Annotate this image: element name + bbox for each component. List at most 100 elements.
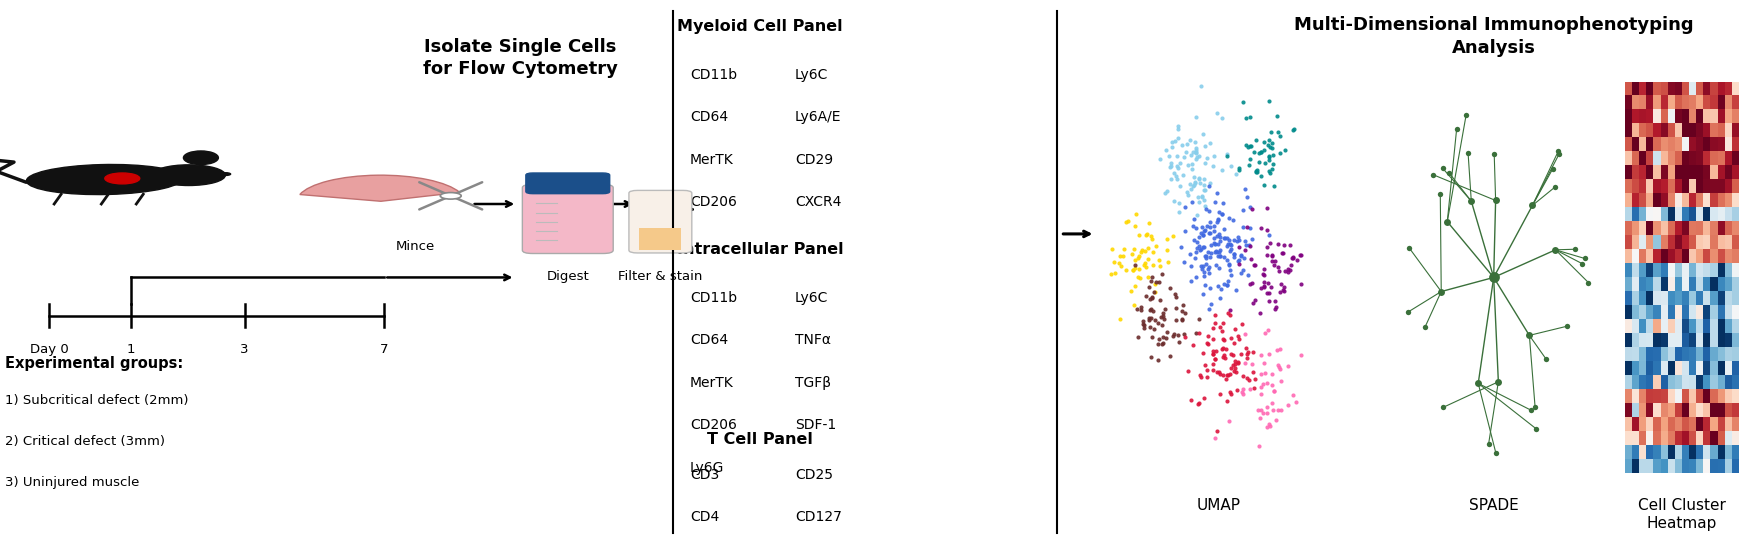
Point	[1198, 162, 1226, 171]
Point	[1251, 358, 1279, 367]
FancyBboxPatch shape	[522, 184, 613, 254]
Point	[1254, 403, 1282, 411]
Point	[1190, 394, 1218, 403]
Point	[1193, 366, 1221, 374]
Point	[1218, 271, 1246, 280]
Point	[1427, 287, 1455, 296]
Point	[1240, 261, 1268, 270]
Point	[1225, 259, 1253, 268]
Point	[1216, 247, 1244, 256]
Point	[1150, 332, 1177, 341]
Point	[1457, 197, 1485, 206]
Point	[1286, 251, 1314, 259]
Point	[1235, 240, 1263, 249]
Point	[1190, 227, 1218, 236]
Point	[1193, 373, 1221, 381]
Point	[1188, 231, 1216, 239]
Point	[1195, 207, 1223, 215]
Point	[1225, 243, 1253, 251]
Point	[1267, 365, 1295, 374]
Point	[1193, 338, 1221, 347]
Point	[1120, 265, 1148, 274]
Text: TGFβ: TGFβ	[795, 376, 832, 390]
Point	[1221, 325, 1249, 333]
Point	[1522, 424, 1550, 433]
Point	[1120, 265, 1148, 274]
Point	[1233, 143, 1261, 151]
Point	[1426, 190, 1454, 199]
Point	[1270, 282, 1298, 291]
Text: 1) Subcritical defect (2mm): 1) Subcritical defect (2mm)	[5, 394, 189, 407]
Point	[1239, 367, 1267, 376]
Point	[1186, 370, 1214, 379]
Point	[1190, 231, 1218, 239]
Point	[1123, 254, 1151, 262]
Point	[1260, 387, 1288, 395]
Point	[1225, 357, 1253, 366]
Point	[1256, 153, 1284, 162]
Point	[1265, 267, 1293, 276]
Point	[1127, 302, 1155, 311]
Point	[1164, 122, 1191, 131]
Point	[1150, 309, 1177, 318]
Point	[1253, 251, 1281, 259]
Point	[1120, 245, 1148, 254]
Point	[1240, 147, 1268, 156]
Point	[1223, 237, 1251, 245]
Point	[1235, 385, 1263, 394]
Point	[1188, 222, 1216, 231]
Point	[1183, 153, 1211, 162]
Point	[1219, 236, 1247, 244]
Point	[1251, 329, 1279, 338]
Point	[1122, 261, 1150, 269]
Point	[1184, 314, 1212, 323]
Point	[1267, 344, 1295, 353]
Point	[1216, 417, 1244, 425]
Point	[1288, 280, 1315, 289]
Point	[1212, 344, 1240, 353]
Point	[1205, 247, 1233, 256]
Point	[1155, 258, 1183, 267]
Point	[1132, 246, 1160, 255]
Point	[1265, 262, 1293, 271]
Point	[1123, 305, 1151, 313]
Point	[1553, 322, 1581, 331]
Point	[1253, 409, 1281, 417]
Point	[1111, 266, 1139, 275]
Point	[1184, 174, 1212, 182]
Point	[1235, 161, 1263, 170]
Point	[1541, 182, 1569, 191]
Point	[1207, 210, 1235, 219]
Point	[1183, 238, 1211, 246]
Point	[1202, 240, 1230, 249]
Point	[1228, 388, 1256, 397]
Point	[1193, 221, 1221, 230]
Point	[1122, 255, 1150, 264]
Point	[1277, 241, 1305, 250]
Point	[1146, 255, 1174, 264]
Point	[1158, 175, 1186, 183]
Point	[1116, 287, 1144, 295]
Point	[1214, 261, 1242, 269]
Text: Multi-Dimensional Immunophenotyping
Analysis: Multi-Dimensional Immunophenotyping Anal…	[1295, 16, 1693, 57]
Point	[1544, 147, 1572, 156]
Point	[1225, 255, 1253, 264]
Point	[1205, 367, 1233, 376]
Point	[1230, 372, 1258, 381]
Point	[1130, 324, 1158, 333]
Point	[1235, 270, 1263, 279]
Point	[1249, 265, 1277, 274]
Point	[1109, 251, 1137, 260]
Point	[1207, 284, 1235, 293]
Point	[1270, 287, 1298, 295]
Point	[1155, 151, 1183, 160]
Point	[1246, 442, 1274, 450]
Point	[1136, 313, 1164, 322]
Point	[1288, 250, 1315, 259]
Point	[1232, 359, 1260, 368]
Point	[1209, 318, 1237, 327]
Point	[1190, 349, 1218, 358]
Point	[1146, 295, 1174, 304]
Point	[1214, 151, 1242, 160]
Point	[1249, 409, 1277, 417]
